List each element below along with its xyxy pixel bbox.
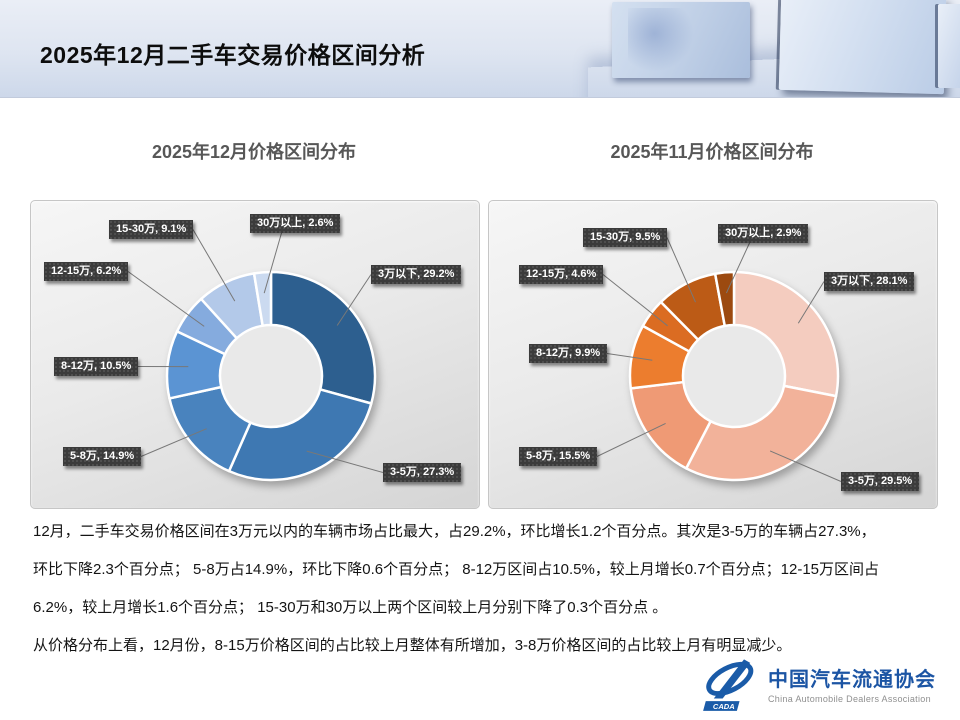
callout-label-3-5万: 3-5万, 29.5% bbox=[841, 472, 920, 491]
leader-line bbox=[336, 274, 372, 326]
leader-line bbox=[263, 232, 282, 294]
callout-label-15-30万: 15-30万, 9.5% bbox=[583, 228, 668, 247]
callout-label-8-12万: 8-12万, 10.5% bbox=[54, 357, 139, 376]
slide-header: 2025年12月二手车交易价格区间分析 bbox=[0, 0, 960, 98]
logo-acronym-text: CADA bbox=[713, 702, 735, 711]
donut-chart-december: 3万以下, 29.2% 3-5万, 27.3% 5-8万, 14.9% 8-12万, … bbox=[30, 200, 480, 509]
leader-line bbox=[666, 237, 696, 303]
callout-label-12-15万: 12-15万, 6.2% bbox=[44, 262, 129, 281]
callout-label-12-15万: 12-15万, 4.6% bbox=[519, 265, 604, 284]
page-title: 2025年12月二手车交易价格区间分析 bbox=[40, 42, 426, 68]
callout-label-30万以上: 30万以上, 2.9% bbox=[718, 224, 809, 243]
leader-line bbox=[606, 353, 653, 361]
cada-logo: CADA 中国汽车流通协会 China Automobile Dealers A… bbox=[696, 656, 936, 716]
analysis-line-3: 6.2%，较上月增长1.6个百分点； 15-30万和30万以上两个区间较上月分别… bbox=[33, 599, 668, 616]
cube-graphic-3 bbox=[938, 4, 960, 88]
donut-slice-3万以下 bbox=[269, 270, 377, 405]
analysis-line-1: 12月，二手车交易价格区间在3万元以内的车辆市场占比最大，占29.2%，环比增长… bbox=[33, 523, 876, 540]
donut-svg bbox=[596, 237, 842, 482]
leader-line bbox=[602, 274, 668, 327]
callout-label-5-8万: 5-8万, 15.5% bbox=[519, 447, 598, 466]
analysis-line-4: 从价格分布上看，12月份，8-15万价格区间的占比较上月整体有所增加，3-8万价… bbox=[33, 637, 792, 654]
donut-chart-november: 3万以下, 28.1% 3-5万, 29.5% 5-8万, 15.5% 8-12万, … bbox=[488, 200, 938, 509]
cada-logo-icon: CADA bbox=[703, 659, 754, 711]
analysis-line-2: 环比下降2.3个百分点； 5-8万占14.9%，环比下降0.6个百分点； 8-1… bbox=[33, 561, 880, 578]
logo-text-block: 中国汽车流通协会 China Automobile Dealers Associ… bbox=[768, 668, 936, 704]
leader-line bbox=[725, 242, 750, 294]
org-name-en: China Automobile Dealers Association bbox=[768, 694, 931, 704]
donut-slice-3-5万 bbox=[227, 388, 373, 482]
leader-line bbox=[192, 229, 236, 302]
callout-label-3万以下: 3万以下, 28.1% bbox=[824, 272, 915, 291]
leader-line bbox=[127, 271, 205, 327]
leader-line bbox=[140, 428, 207, 457]
callout-label-30万以上: 30万以上, 2.6% bbox=[250, 214, 341, 233]
leader-line bbox=[596, 422, 666, 457]
donut-slice-3万以下 bbox=[732, 270, 840, 398]
callout-label-3-5万: 3-5万, 27.3% bbox=[383, 463, 462, 482]
donut-slice-30万以上 bbox=[713, 270, 736, 328]
donut-slice-3-5万 bbox=[684, 384, 838, 482]
leader-line bbox=[769, 450, 842, 482]
leader-line bbox=[797, 281, 825, 324]
donut-svg bbox=[127, 229, 384, 482]
callout-label-5-8万: 5-8万, 14.9% bbox=[63, 447, 142, 466]
callout-label-3万以下: 3万以下, 29.2% bbox=[371, 265, 462, 284]
leader-line bbox=[306, 450, 384, 473]
analysis-text-block: 12月，二手车交易价格区间在3万元以内的车辆市场占比最大，占29.2%，环比增长… bbox=[33, 513, 949, 665]
callout-label-8-12万: 8-12万, 9.9% bbox=[529, 344, 608, 363]
cube-graphic-2 bbox=[778, 0, 947, 95]
chart-title-december: 2025年12月价格区间分布 bbox=[151, 142, 357, 162]
cube-graphic-1 bbox=[612, 2, 750, 78]
callout-label-15-30万: 15-30万, 9.1% bbox=[109, 220, 194, 239]
org-name-cn: 中国汽车流通协会 bbox=[768, 669, 936, 691]
chart-title-november: 2025年11月价格区间分布 bbox=[610, 142, 814, 162]
